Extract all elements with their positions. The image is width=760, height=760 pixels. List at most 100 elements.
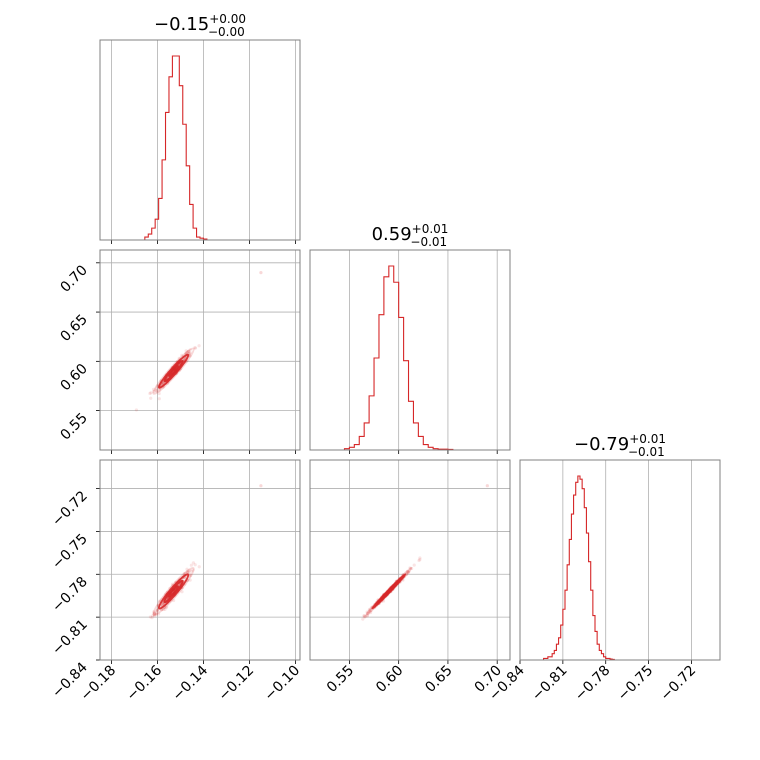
x-tick-label-2-4: −0.72 [658, 663, 700, 705]
y-tick-label-1-1: 0.60 [57, 361, 90, 394]
scatter-0-point-215 [157, 391, 161, 396]
scatter-1-point-189 [150, 616, 154, 620]
x-tick-label-2-3: −0.75 [615, 663, 657, 705]
scatter-1-point-168 [152, 611, 157, 615]
scatter-2-point-226 [406, 570, 411, 574]
scatter-2-point-105 [405, 572, 409, 576]
scatter-1-point-115 [154, 611, 158, 615]
scatter-2-point-79 [418, 558, 422, 562]
histogram-panel-1: 0.59+0.01 −0.01 [309, 222, 511, 454]
x-tick-label-0-2: −0.14 [170, 662, 212, 704]
histogram-2-frame [519, 459, 721, 661]
scatter-0-point-179 [157, 397, 161, 401]
scatter-1-point-122 [180, 590, 184, 594]
scatter-1-point-19 [153, 611, 157, 615]
scatter-1-point-25 [155, 609, 159, 613]
scatter-2-point-144 [367, 609, 371, 613]
y-tick-label-2-1: −0.81 [49, 617, 91, 659]
scatter-2-frame [309, 459, 511, 661]
scatter-2-point-174 [405, 569, 410, 573]
scatter-0-outlier [259, 271, 263, 275]
scatter-0-point-97 [134, 408, 139, 412]
scatter-2-point-0 [369, 609, 373, 613]
scatter-2-point-242 [363, 615, 367, 619]
scatter-0-point-251 [188, 348, 192, 352]
scatter-1-contour-1 [157, 573, 190, 610]
scatter-1-point-29 [148, 615, 153, 619]
histogram-0-steps [144, 55, 208, 240]
scatter-1-contour-0 [152, 566, 195, 616]
scatter-2-point-223 [368, 610, 373, 615]
scatter-2-point-127 [365, 610, 369, 614]
scatter-0-contour-3 [168, 365, 180, 378]
scatter-1-point-126 [170, 582, 175, 586]
panel-title-1: 0.59+0.01 −0.01 [372, 222, 449, 249]
x-tick-label-1-1: 0.60 [373, 663, 406, 696]
scatter-2-point-153 [408, 566, 412, 570]
y-tick-label-1-0: 0.55 [57, 410, 90, 443]
panel-title-2: −0.79+0.01 −0.01 [574, 432, 666, 459]
scatter-1-point-38 [191, 568, 195, 572]
scatter-2-point-135 [367, 608, 371, 612]
scatter-1-point-179 [185, 567, 189, 571]
scatter-2-point-23 [418, 556, 422, 560]
scatter-1-outlier [259, 484, 263, 488]
scatter-0-point-54 [154, 388, 158, 392]
scatter-1-frame [99, 459, 301, 661]
scatter-0-frame [99, 249, 301, 451]
histogram-panel-2: −0.79+0.01 −0.01 [519, 432, 721, 664]
scatter-1-point-10 [186, 570, 190, 574]
scatter-0-point-254 [193, 346, 198, 350]
scatter-1-point-180 [185, 570, 189, 574]
scatter-0-point-115 [193, 346, 197, 350]
scatter-2-point-134 [365, 612, 369, 616]
scatter-1-point-24 [152, 610, 156, 614]
scatter-1-point-72 [161, 607, 165, 611]
scatter-0-contour-0 [152, 347, 195, 395]
scatter-2-point-152 [367, 611, 371, 615]
scatter-2-point-12 [368, 607, 372, 611]
scatter-1-point-160 [164, 605, 168, 610]
x-tick-label-0-4: −0.10 [262, 663, 304, 705]
scatter-2-content [361, 484, 489, 621]
scatter-2-point-81 [363, 615, 367, 619]
y-tick-label-1-2: 0.65 [57, 312, 90, 345]
histogram-0-frame [99, 39, 301, 241]
scatter-2-point-114 [361, 617, 365, 621]
scatter-1-point-250 [172, 598, 176, 603]
scatter-1-point-89 [193, 563, 197, 567]
histogram-1-steps [343, 265, 454, 451]
scatter-1-point-45 [165, 605, 169, 609]
scatter-0-point-74 [155, 388, 159, 393]
scatter-1-point-128 [156, 608, 160, 612]
y-tick-label-2-3: −0.75 [49, 531, 91, 573]
scatter-panel-2-1 [309, 459, 511, 664]
scatter-1-point-73 [152, 612, 156, 617]
scatter-1-point-166 [151, 614, 155, 618]
scatter-0-content [134, 271, 263, 412]
y-tick-label-2-2: −0.78 [49, 574, 91, 616]
scatter-0-point-221 [180, 353, 184, 357]
scatter-1-point-183 [188, 578, 192, 582]
scatter-1-point-103 [157, 612, 161, 616]
scatter-2-contour-3 [382, 585, 395, 598]
scatter-1-point-186 [187, 569, 192, 573]
x-tick-label-0-3: −0.12 [216, 663, 258, 705]
scatter-0-point-259 [188, 354, 192, 358]
histogram-2-steps [543, 475, 615, 660]
scatter-0-point-248 [151, 387, 156, 391]
scatter-0-point-197 [186, 349, 191, 354]
scatter-1-point-182 [191, 561, 196, 565]
scatter-2-point-119 [417, 558, 421, 563]
y-tick-label-2-4: −0.72 [49, 488, 91, 530]
scatter-2-point-107 [410, 566, 414, 571]
scatter-2-point-173 [362, 614, 366, 618]
scatter-0-point-87 [148, 391, 152, 396]
scatter-2-point-16 [368, 609, 372, 613]
scatter-2-point-97 [366, 611, 370, 615]
scatter-1-point-185 [186, 569, 190, 573]
scatter-0-point-258 [184, 349, 188, 353]
scatter-1-point-20 [155, 609, 159, 613]
scatter-1-point-161 [152, 612, 156, 616]
